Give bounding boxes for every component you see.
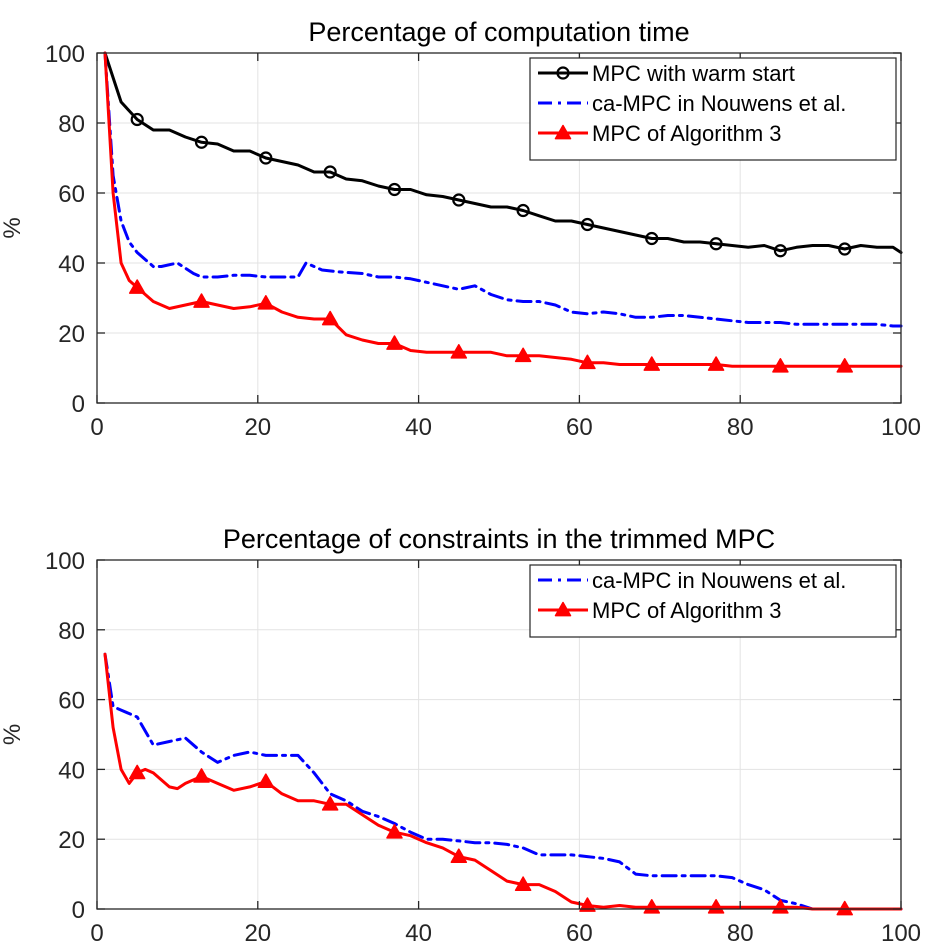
y-tick-label: 60 <box>58 688 85 715</box>
data-point-marker <box>257 773 275 788</box>
legend-item: MPC of Algorithm 3 <box>538 121 782 146</box>
series-ca-mpc-in-nouwens-et-al <box>103 51 903 328</box>
series-line <box>103 51 903 368</box>
legend: MPC with warm start ca-MPC in Nouwens et … <box>529 57 897 161</box>
legend-label: ca-MPC in Nouwens et al. <box>592 568 846 593</box>
data-point-marker <box>773 244 788 258</box>
x-tick-label: 80 <box>727 920 754 947</box>
data-point-marker <box>128 279 146 294</box>
y-tick-label: 0 <box>72 897 85 924</box>
y-tick-label: 20 <box>58 827 85 854</box>
data-point-marker <box>514 876 532 891</box>
series-mpc-of-algorithm-3 <box>103 51 903 373</box>
x-tick-label: 40 <box>405 920 432 947</box>
data-point-marker <box>707 356 725 371</box>
x-tick-label: 0 <box>90 920 103 947</box>
legend-item: MPC with warm start <box>538 61 795 86</box>
legend-label: MPC of Algorithm 3 <box>592 598 782 623</box>
ticks: 0 20 40 60 80 100 0 20 40 60 80 100 <box>45 41 921 441</box>
data-point-marker <box>128 764 146 780</box>
ticks: 0 20 40 60 80 100 0 20 40 60 80 100 <box>45 548 921 947</box>
data-point-marker <box>323 165 337 179</box>
series-line <box>103 652 903 911</box>
x-tick-label: 20 <box>244 414 271 441</box>
y-tick-label: 80 <box>58 111 85 138</box>
x-tick-label: 100 <box>881 920 921 947</box>
data-point-marker <box>836 900 853 916</box>
data-point-marker <box>645 231 659 246</box>
legend-label: MPC of Algorithm 3 <box>592 121 782 146</box>
y-tick-label: 40 <box>58 757 85 784</box>
data-point-marker <box>838 242 852 256</box>
y-tick-label: 20 <box>58 321 85 348</box>
x-tick-label: 100 <box>881 414 921 441</box>
legend: ca-MPC in Nouwens et al. MPC of Algorithm… <box>529 564 897 638</box>
y-tick-label: 0 <box>72 391 85 418</box>
chart-title: Percentage of constraints in the trimmed… <box>223 524 775 554</box>
data-point-marker <box>709 237 723 251</box>
legend-marker <box>554 124 572 140</box>
series-mpc-with-warm-start <box>103 51 903 258</box>
data-point-marker <box>387 182 402 197</box>
series-line <box>103 51 903 328</box>
data-point-marker <box>321 310 339 326</box>
data-point-marker <box>386 335 403 350</box>
data-point-marker <box>257 295 275 310</box>
data-point-marker <box>259 151 273 165</box>
data-point-marker <box>194 135 209 149</box>
legend-marker <box>554 601 572 617</box>
y-tick-label: 40 <box>58 251 85 278</box>
data-point-marker <box>579 354 596 370</box>
legend-box <box>529 564 897 638</box>
y-tick-label: 100 <box>45 548 85 575</box>
data-point-marker <box>450 848 468 864</box>
chart-computation-time: 0 20 40 60 80 100 0 20 40 60 80 100 Percentage of co… <box>0 17 921 441</box>
chart-title: Percentage of computation time <box>308 17 689 47</box>
data-point-marker <box>452 193 466 207</box>
data-point-marker <box>772 358 789 373</box>
data-point-marker <box>450 344 468 359</box>
series-ca-mpc-in-nouwens-et-al <box>103 652 903 911</box>
y-axis-label: % <box>0 217 26 238</box>
axes-box <box>96 52 902 404</box>
y-tick-label: 60 <box>58 181 85 208</box>
x-tick-label: 60 <box>566 414 593 441</box>
axes-box <box>96 559 902 910</box>
x-tick-label: 40 <box>405 414 432 441</box>
data-point-marker <box>193 768 210 783</box>
x-tick-label: 60 <box>566 920 593 947</box>
legend-item: MPC of Algorithm 3 <box>538 598 782 623</box>
data-point-marker <box>386 823 403 839</box>
data-point-marker <box>321 796 339 811</box>
y-tick-label: 100 <box>45 41 85 68</box>
data-point-marker <box>579 897 596 912</box>
y-tick-label: 80 <box>58 618 85 645</box>
data-point-marker <box>836 358 853 373</box>
x-tick-label: 0 <box>90 414 103 441</box>
data-point-marker <box>516 203 530 218</box>
data-point-marker <box>514 347 532 363</box>
x-tick-label: 80 <box>727 414 754 441</box>
series-line <box>103 652 903 911</box>
legend-item: ca-MPC in Nouwens et al. <box>538 568 846 593</box>
chart-constraints: 0 20 40 60 80 100 0 20 40 60 80 100 Percentage of co… <box>0 524 921 947</box>
y-axis-label: % <box>0 724 26 745</box>
data-point-marker <box>643 356 661 371</box>
legend-box <box>529 57 897 161</box>
data-point-marker <box>580 217 595 232</box>
data-point-marker <box>130 112 144 127</box>
x-tick-label: 20 <box>244 920 271 947</box>
legend-item: ca-MPC in Nouwens et al. <box>538 91 846 116</box>
legend-label: ca-MPC in Nouwens et al. <box>592 91 846 116</box>
legend-label: MPC with warm start <box>592 61 795 86</box>
data-point-marker <box>193 293 210 308</box>
legend-marker <box>556 66 570 80</box>
